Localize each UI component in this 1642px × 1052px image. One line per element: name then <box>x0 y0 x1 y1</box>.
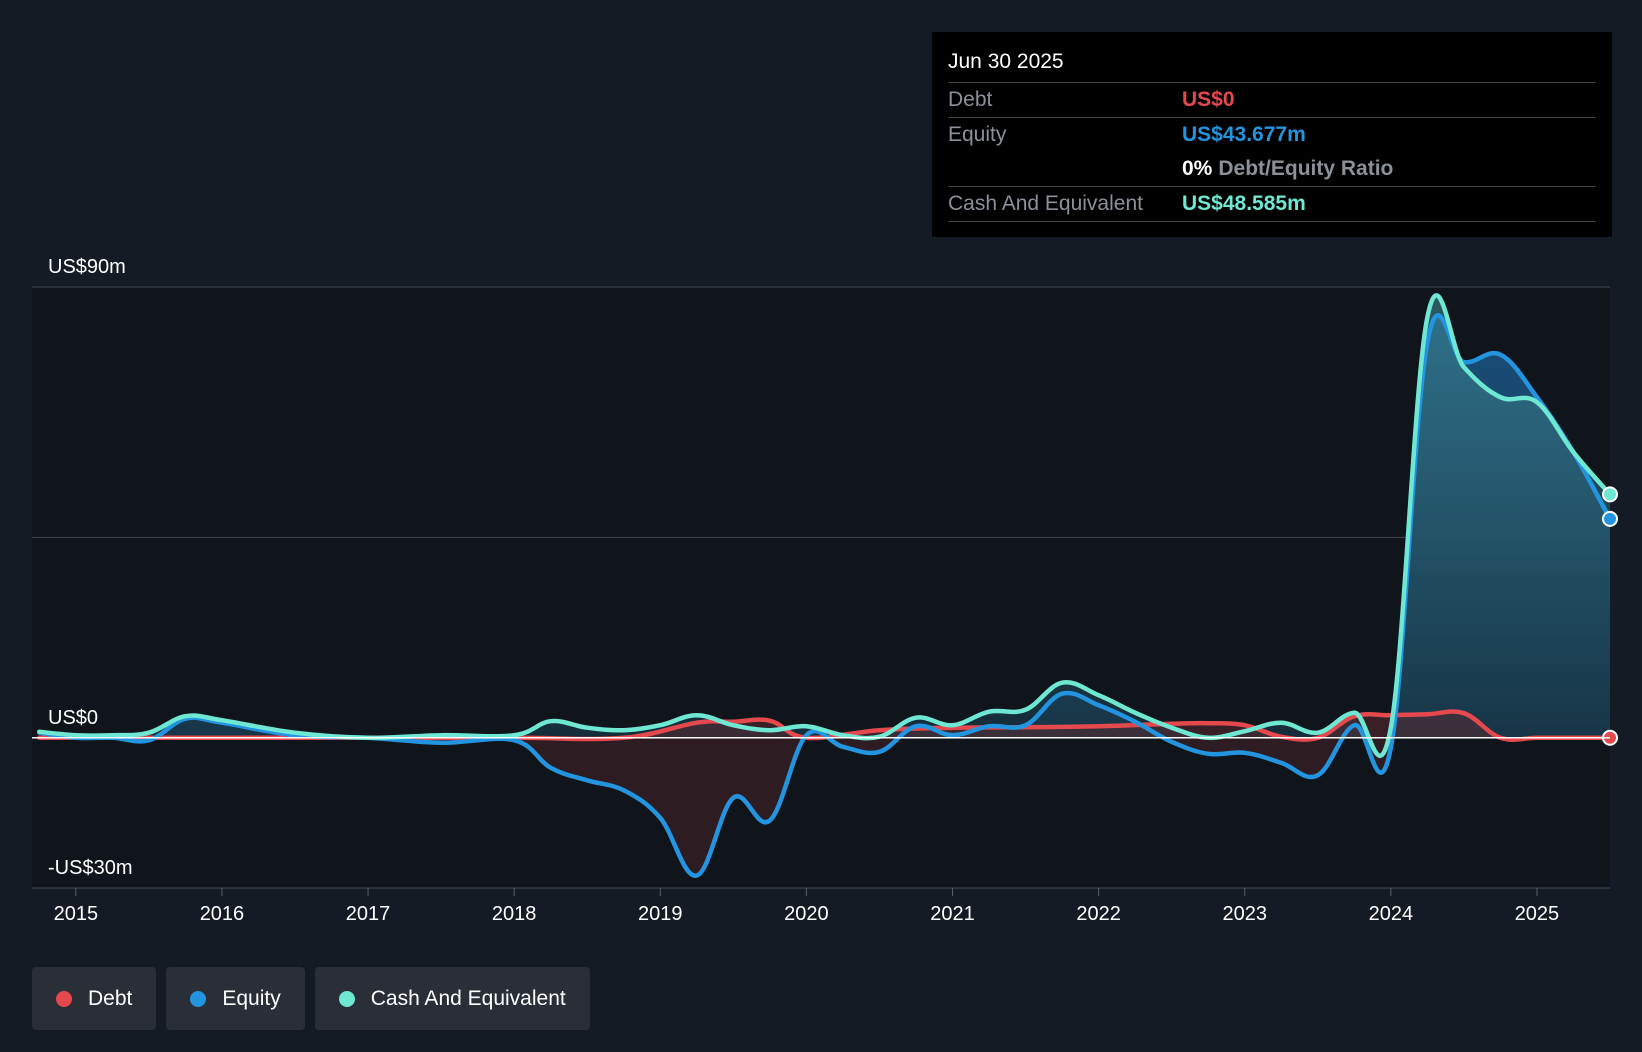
tooltip-equity-value: US$43.677m <box>1182 123 1306 146</box>
y-tick-label: US$0 <box>48 707 98 729</box>
x-tick-label: 2025 <box>1515 903 1560 925</box>
tooltip-debt-row: Debt US$0 <box>948 83 1596 118</box>
cash-end-point <box>1602 486 1618 503</box>
legend-dot-debt-icon <box>56 990 72 1007</box>
legend-label-debt: Debt <box>88 986 133 1010</box>
legend-item-cash[interactable]: Cash And Equivalent <box>314 967 590 1030</box>
tooltip-date: Jun 30 2025 <box>948 46 1596 83</box>
tooltip-cash-label: Cash And Equivalent <box>948 192 1143 215</box>
x-tick-label: 2022 <box>1076 903 1121 925</box>
x-tick-label: 2019 <box>638 903 683 925</box>
legend-label-cash: Cash And Equivalent <box>370 986 566 1010</box>
tooltip-ratio-label: Debt/Equity Ratio <box>1218 157 1394 180</box>
legend-dot-cash-icon <box>338 990 355 1007</box>
tooltip-debt-value: US$0 <box>1182 88 1235 111</box>
tooltip-cash-value: US$48.585m <box>1182 192 1306 215</box>
x-tick-label: 2020 <box>784 903 829 925</box>
tooltip-equity-label: Equity <box>948 123 1007 146</box>
chart-legend: Debt Equity Cash And Equivalent <box>32 967 590 1030</box>
x-tick-label: 2023 <box>1222 903 1267 925</box>
plot-area <box>32 287 1610 888</box>
legend-label-equity: Equity <box>222 986 281 1010</box>
x-tick-label: 2018 <box>492 903 537 925</box>
equity-end-point <box>1602 510 1618 527</box>
y-tick-label: US$90m <box>48 256 126 278</box>
tooltip-ratio-row: 0% Debt/Equity Ratio <box>948 152 1596 187</box>
x-tick-label: 2021 <box>930 903 975 925</box>
y-tick-label: -US$30m <box>48 857 132 879</box>
tooltip-debt-label: Debt <box>948 88 993 111</box>
tooltip-cash-row: Cash And Equivalent US$48.585m <box>948 187 1596 222</box>
tooltip-equity-row: Equity US$43.677m <box>948 118 1596 152</box>
x-tick-label: 2017 <box>346 903 391 925</box>
debt-area <box>39 711 1610 740</box>
x-tick-label: 2024 <box>1369 903 1414 925</box>
legend-item-equity[interactable]: Equity <box>166 967 305 1030</box>
legend-item-debt[interactable]: Debt <box>32 967 157 1030</box>
data-tooltip: Jun 30 2025 Debt US$0 Equity US$43.677m … <box>932 32 1612 237</box>
x-tick-label: 2016 <box>200 903 245 925</box>
x-tick-label: 2015 <box>54 903 99 925</box>
tooltip-ratio-percent: 0% <box>1182 157 1213 180</box>
debt-equity-chart: US$90m US$0 -US$30m 2015 2016 2017 2018 2019 202… <box>32 256 1618 925</box>
legend-dot-equity-icon <box>190 990 207 1007</box>
